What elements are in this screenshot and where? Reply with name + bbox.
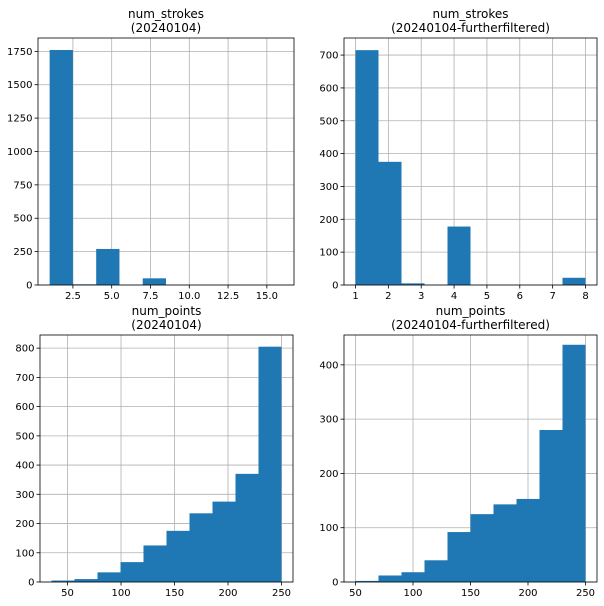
histogram-bar xyxy=(539,430,563,582)
y-tick-label: 0 xyxy=(332,578,338,589)
chart-title-line2: (20240104) xyxy=(131,21,201,35)
histogram-bar xyxy=(401,572,425,582)
x-tick-label: 2.5 xyxy=(65,291,81,302)
y-tick-label: 700 xyxy=(319,51,338,62)
x-tick-label: 1 xyxy=(352,291,358,302)
histogram-bar xyxy=(74,579,98,582)
y-tick-label: 1250 xyxy=(7,114,32,125)
x-tick-label: 5.0 xyxy=(104,291,120,302)
y-tick-label: 1750 xyxy=(7,47,32,58)
x-tick-label: 200 xyxy=(518,588,537,599)
histogram-panel-3: 50 100 150 200 250 0 100 200 300 400 500 600 700 800 n… xyxy=(15,304,294,599)
chart-title-line2: (20240104) xyxy=(131,318,201,332)
x-tick-label: 50 xyxy=(61,588,74,599)
y-tick-label: 100 xyxy=(319,523,338,534)
chart-title-line2: (20240104-furtherfiltered) xyxy=(391,21,550,35)
histogram-bar xyxy=(355,580,379,582)
y-tick-label: 100 xyxy=(319,248,338,259)
histogram-bar xyxy=(447,532,471,582)
y-tick-label: 300 xyxy=(319,415,338,426)
histogram-panel-2: 1 2 3 4 5 6 7 8 0 100 200 300 400 500 600 700 num_stroke… xyxy=(319,7,598,302)
y-tick-label: 400 xyxy=(319,360,338,371)
x-tick-label: 3 xyxy=(418,291,424,302)
x-tick-label: 100 xyxy=(111,588,130,599)
x-tick-label: 12.5 xyxy=(217,291,239,302)
histogram-bar xyxy=(493,504,517,582)
histogram-bar xyxy=(355,50,379,286)
chart-title-line1: num_strokes xyxy=(128,7,204,21)
y-tick-label: 100 xyxy=(15,548,34,559)
x-tick-label: 200 xyxy=(218,588,237,599)
histogram-panel-4: 50 100 150 200 250 0 100 200 300 400 num_points(20… xyxy=(319,304,598,599)
y-tick-label: 0 xyxy=(28,578,34,589)
histogram-bar xyxy=(258,346,282,582)
x-tick-label: 250 xyxy=(272,588,291,599)
y-tick-label: 300 xyxy=(319,182,338,193)
y-tick-label: 400 xyxy=(319,149,338,160)
plot-frame xyxy=(37,37,295,286)
y-tick-label: 0 xyxy=(26,281,32,292)
histogram-bar xyxy=(447,226,471,285)
plot-frame xyxy=(39,334,294,583)
y-tick-label: 600 xyxy=(319,83,338,94)
y-tick-label: 200 xyxy=(319,215,338,226)
y-tick-label: 200 xyxy=(319,469,338,480)
chart-title-line1: num_strokes xyxy=(432,7,508,21)
histogram-bar xyxy=(166,530,190,582)
y-tick-label: 300 xyxy=(15,490,34,501)
histogram-bar xyxy=(189,513,213,582)
y-tick-label: 250 xyxy=(13,247,32,258)
histogram-bar xyxy=(49,50,73,285)
chart-title-line1: num_points xyxy=(436,304,506,318)
histogram-bar xyxy=(562,344,586,582)
chart-title-line2: (20240104-furtherfiltered) xyxy=(391,318,550,332)
histogram-panel-1: 2.5 5.0 7.5 10.0 12.5 15.0 0 250 500 750 1000 1250 1… xyxy=(7,7,295,302)
histogram-bar xyxy=(51,580,75,582)
histogram-bar xyxy=(516,498,540,582)
chart-title-line1: num_points xyxy=(132,304,202,318)
histogram-bar xyxy=(143,545,167,582)
x-tick-label: 100 xyxy=(403,588,422,599)
x-tick-label: 10.0 xyxy=(178,291,200,302)
x-tick-label: 6 xyxy=(517,291,523,302)
plot-area xyxy=(38,38,294,285)
x-tick-label: 50 xyxy=(349,588,362,599)
histogram-bar xyxy=(424,560,448,582)
histogram-bar xyxy=(470,514,494,582)
y-tick-label: 600 xyxy=(15,402,34,413)
y-tick-label: 1000 xyxy=(7,147,32,158)
histogram-bar xyxy=(96,248,120,285)
y-tick-label: 700 xyxy=(15,373,34,384)
histogram-bar xyxy=(120,562,144,582)
histogram-bar xyxy=(562,277,586,285)
y-tick-label: 750 xyxy=(13,180,32,191)
y-tick-label: 0 xyxy=(332,281,338,292)
histogram-bar xyxy=(97,572,121,582)
y-tick-label: 500 xyxy=(319,116,338,127)
y-tick-label: 200 xyxy=(15,519,34,530)
histogram-bar xyxy=(142,278,166,285)
x-tick-label: 150 xyxy=(165,588,184,599)
histogram-bar xyxy=(401,283,425,285)
y-tick-label: 500 xyxy=(13,214,32,225)
x-tick-label: 250 xyxy=(576,588,595,599)
histogram-bar xyxy=(235,473,259,582)
y-tick-label: 800 xyxy=(15,344,34,355)
x-tick-label: 7 xyxy=(549,291,555,302)
x-tick-label: 8 xyxy=(582,291,588,302)
y-tick-label: 400 xyxy=(15,461,34,472)
x-tick-label: 4 xyxy=(451,291,457,302)
histogram-bar xyxy=(378,161,402,285)
x-tick-label: 15.0 xyxy=(256,291,278,302)
histogram-bar xyxy=(378,575,402,582)
x-tick-label: 2 xyxy=(385,291,391,302)
x-tick-label: 7.5 xyxy=(143,291,159,302)
x-tick-label: 150 xyxy=(461,588,480,599)
y-tick-label: 1500 xyxy=(7,80,32,91)
y-tick-label: 500 xyxy=(15,431,34,442)
plot-frame xyxy=(343,37,598,286)
x-tick-label: 5 xyxy=(484,291,490,302)
histogram-bar xyxy=(212,501,236,582)
